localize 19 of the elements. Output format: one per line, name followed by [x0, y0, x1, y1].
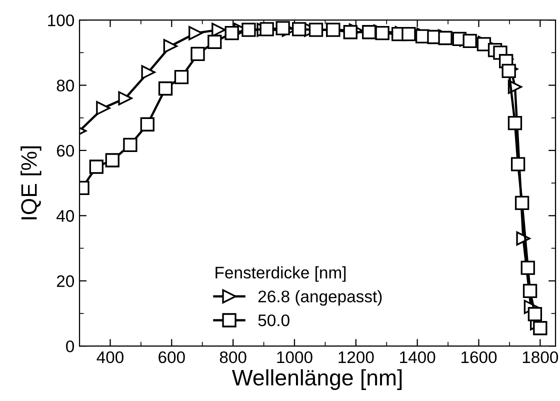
- x-tick-label: 1000: [277, 351, 312, 364]
- x-tick-label: 600: [158, 351, 185, 364]
- x-tick-label: 1200: [338, 351, 374, 364]
- x-tick-label: 1400: [400, 351, 436, 364]
- x-tick-label: 1800: [522, 351, 558, 364]
- y-tick-label: 40: [56, 210, 74, 222]
- x-tick-label: 400: [96, 351, 124, 364]
- x-tick-label: 1600: [461, 351, 497, 364]
- y-axis-title: IQE [%]: [20, 146, 42, 220]
- y-tick-label: 60: [56, 144, 74, 157]
- x-tick-label: 800: [220, 351, 246, 364]
- legend-label: 26.8 (angepasst): [258, 290, 382, 306]
- x-axis-title: Wellenlänge [nm]: [232, 369, 402, 390]
- y-tick-label: 100: [48, 14, 74, 26]
- legend-label: 50.0: [258, 314, 290, 326]
- y-tick-label: 20: [56, 275, 74, 288]
- y-tick-label: 80: [56, 80, 74, 92]
- y-tick-label: 0: [66, 340, 74, 352]
- legend-title: Fensterdicke [nm]: [216, 266, 346, 282]
